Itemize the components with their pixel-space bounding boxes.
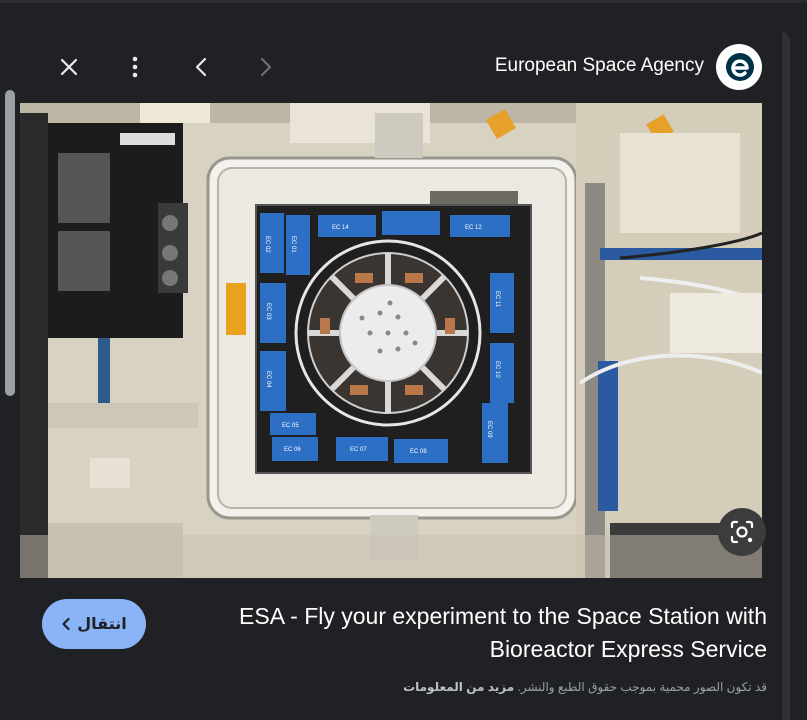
result-title-line2: Bioreactor Express Service — [489, 636, 767, 662]
preview-image[interactable]: EC 02 EC 01 EC 14 EC 12 EC 03 EC 04 EC 1… — [20, 103, 762, 578]
more-vert-icon — [132, 56, 138, 78]
top-divider — [0, 0, 807, 3]
visit-button[interactable]: انتقال — [42, 599, 146, 649]
label-ec08: EC 08 — [410, 449, 427, 455]
esa-logo-icon — [720, 48, 758, 86]
label-ec03: EC 03 — [265, 303, 271, 320]
label-ec11: EC 11 — [494, 291, 500, 308]
label-ec06: EC 06 — [284, 447, 301, 453]
scrollbar-thumb[interactable] — [5, 90, 15, 396]
scrollbar-track[interactable] — [0, 30, 20, 712]
more-options-button[interactable] — [118, 50, 152, 84]
label-ec14: EC 14 — [332, 225, 349, 231]
close-icon — [60, 58, 78, 76]
label-ec07: EC 07 — [350, 447, 367, 453]
visit-label: انتقال — [77, 616, 127, 633]
close-button[interactable] — [52, 50, 86, 84]
preview-toolbar: European Space Agency — [20, 30, 762, 103]
space-station-photo: EC 02 EC 01 EC 14 EC 12 EC 03 EC 04 EC 1… — [20, 103, 762, 578]
label-ec12: EC 12 — [465, 225, 482, 231]
label-ec09: EC 09 — [486, 421, 492, 438]
label-ec04: EC 04 — [265, 371, 271, 388]
copyright-text: قد تكون الصور محمية بموجب حقوق الطبع وال… — [517, 680, 768, 694]
previous-button[interactable] — [184, 50, 218, 84]
result-title[interactable]: ESA - Fly your experiment to the Space S… — [170, 600, 767, 666]
chevron-right-icon — [260, 57, 272, 77]
copyright-notice: قد تكون الصور محمية بموجب حقوق الطبع وال… — [300, 680, 767, 694]
label-ec01: EC 01 — [290, 236, 296, 253]
source-logo[interactable] — [716, 44, 762, 90]
browser-top-strip — [0, 0, 807, 30]
next-button[interactable] — [249, 50, 283, 84]
visual-search-button[interactable] — [718, 508, 766, 556]
chevron-left-icon — [62, 617, 70, 631]
label-ec05: EC 05 — [282, 423, 299, 429]
result-title-line1: ESA - Fly your experiment to the Space S… — [239, 603, 767, 629]
label-ec10: EC 10 — [494, 361, 500, 378]
chevron-left-icon — [195, 57, 207, 77]
source-name[interactable]: European Space Agency — [494, 55, 704, 76]
label-ec02: EC 02 — [264, 236, 270, 253]
more-info-link[interactable]: مزيد من المعلومات — [403, 680, 515, 694]
visual-search-icon — [730, 520, 754, 544]
